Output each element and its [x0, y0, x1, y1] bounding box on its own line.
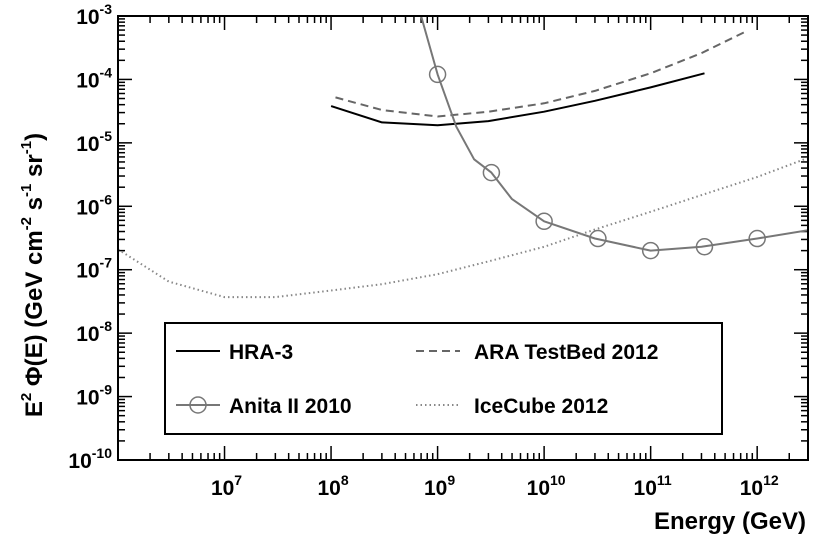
y-tick-label: 10-8 [76, 318, 112, 346]
x-axis-label: Energy (GeV) [654, 508, 806, 535]
y-tick-label: 10-10 [68, 445, 112, 473]
y-tick-labels: 10-3 10-4 10-5 10-6 10-7 10-8 10-9 10-10 [68, 1, 112, 473]
data-point-anita-ii-2010 [748, 229, 766, 248]
axis-ticks [117, 16, 809, 461]
series-hra-3 [330, 72, 705, 127]
series-icecube-2012 [118, 156, 808, 299]
x-tick-label: 107 [211, 472, 242, 500]
x-tick-label: 109 [424, 472, 455, 500]
y-tick-label: 10-3 [76, 1, 112, 29]
data-point-anita-ii-2010 [535, 212, 553, 231]
series-ara-testbed-2012 [335, 30, 748, 118]
legend: HRA-3 ARA TestBed 2012 Anita II 2010 Ice… [164, 322, 723, 435]
data-point-anita-ii-2010 [641, 241, 660, 260]
y-tick-label: 10-6 [76, 191, 112, 219]
x-tick-label: 108 [317, 472, 348, 500]
series-line-ara-testbed-2012 [335, 30, 748, 118]
legend-label-ara: ARA TestBed 2012 [474, 341, 658, 364]
x-tick-label: 1012 [740, 472, 779, 500]
series-line-anita-ii-2010 [420, 16, 808, 252]
y-tick-label: 10-4 [76, 64, 112, 92]
y-axis-label: E2 Φ(E) (GeV cm-2 s-1 sr-1) [18, 133, 48, 417]
data-point-anita-ii-2010 [428, 65, 447, 84]
y-tick-label: 10-9 [76, 382, 112, 410]
data-point-anita-ii-2010 [482, 163, 501, 182]
x-tick-label: 1010 [527, 472, 566, 500]
legend-box [164, 322, 723, 435]
series-layer [118, 16, 808, 299]
series-anita-ii-2010 [420, 16, 808, 260]
data-point-anita-ii-2010 [589, 229, 607, 248]
y-tick-label: 10-5 [76, 128, 112, 156]
legend-label-icecube: IceCube 2012 [474, 395, 608, 418]
legend-entry-ara: ARA TestBed 2012 [416, 341, 658, 364]
data-point-anita-ii-2010 [695, 238, 714, 256]
x-tick-labels: 107 108 109 1010 1011 1012 [211, 472, 779, 500]
legend-marker-anita [189, 396, 207, 414]
legend-label-anita: Anita II 2010 [229, 395, 352, 418]
x-tick-label: 1011 [634, 472, 672, 500]
y-tick-label: 10-7 [76, 255, 112, 283]
legend-entry-icecube: IceCube 2012 [416, 395, 608, 418]
series-line-hra-3 [330, 72, 705, 127]
series-line-icecube-2012 [118, 156, 808, 299]
legend-label-hra3: HRA-3 [229, 341, 293, 364]
legend-entry-hra3: HRA-3 [176, 341, 293, 364]
legend-entry-anita: Anita II 2010 [176, 395, 352, 418]
plot-frame [117, 15, 809, 461]
